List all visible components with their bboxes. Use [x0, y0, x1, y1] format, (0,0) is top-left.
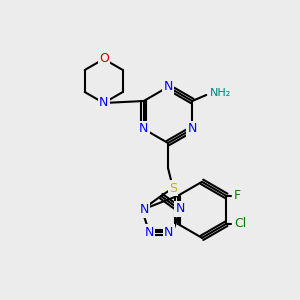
Text: Cl: Cl — [234, 217, 247, 230]
Text: N: N — [145, 226, 154, 239]
Text: N: N — [164, 226, 173, 239]
Text: NH₂: NH₂ — [210, 88, 232, 98]
Text: O: O — [99, 52, 109, 65]
Text: S: S — [169, 182, 177, 194]
Text: F: F — [234, 189, 242, 202]
Text: N: N — [139, 203, 149, 216]
Text: N: N — [139, 122, 148, 136]
Text: N: N — [99, 97, 108, 110]
Text: N: N — [163, 80, 173, 94]
Text: N: N — [188, 122, 197, 136]
Text: N: N — [175, 202, 185, 215]
